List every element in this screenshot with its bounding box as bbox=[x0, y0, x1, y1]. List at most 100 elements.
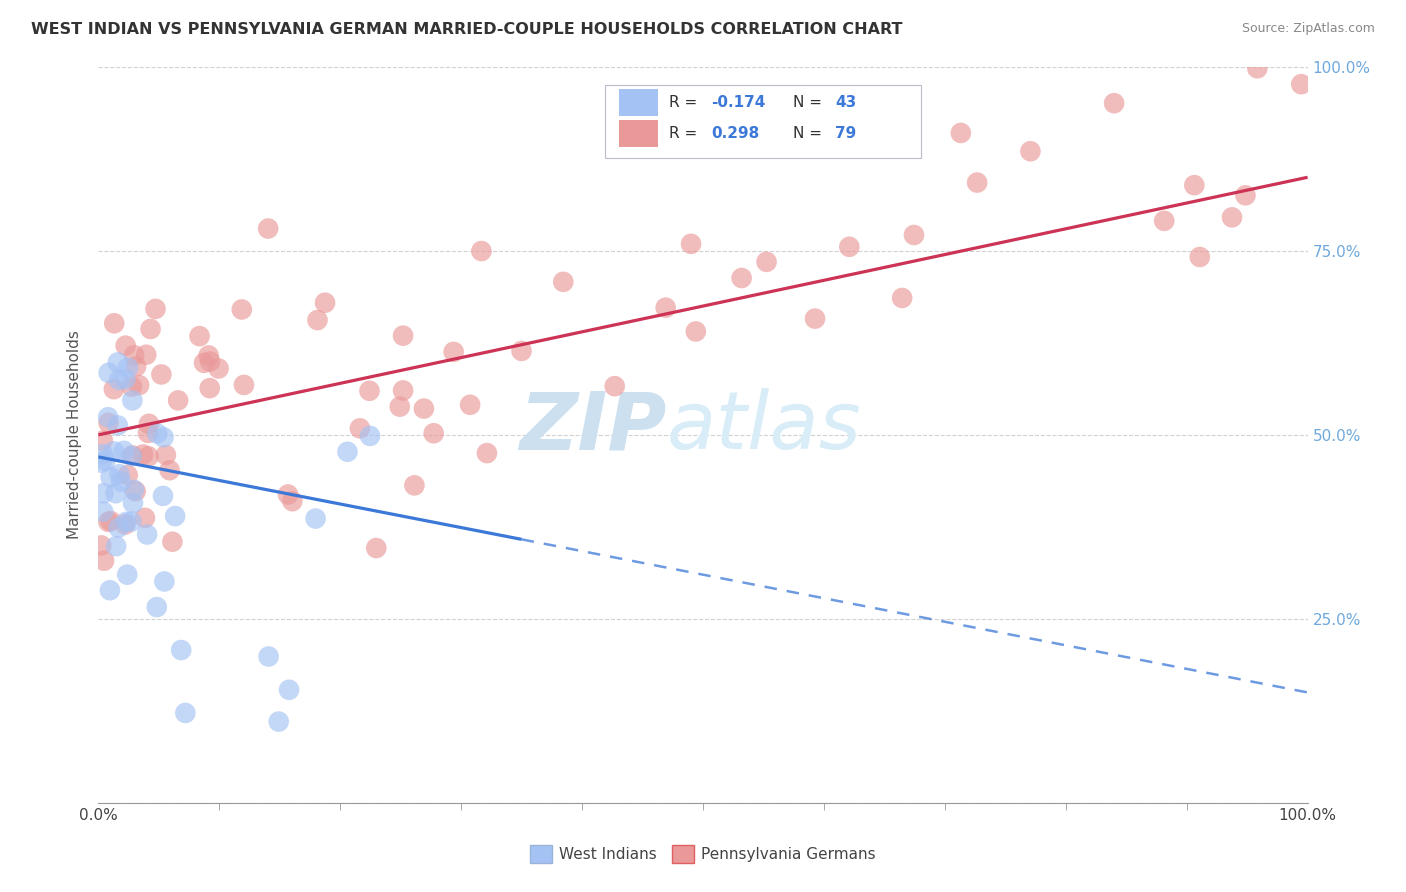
Point bbox=[155, 448, 177, 462]
Point bbox=[103, 382, 125, 396]
Point bbox=[136, 425, 159, 440]
Point bbox=[107, 521, 129, 535]
Legend: West Indians, Pennsylvania Germans: West Indians, Pennsylvania Germans bbox=[524, 838, 882, 869]
Point bbox=[388, 400, 411, 414]
Point bbox=[188, 329, 211, 343]
Point bbox=[336, 444, 359, 458]
Point bbox=[91, 505, 114, 519]
Point bbox=[903, 227, 925, 242]
Point bbox=[121, 449, 143, 463]
Point bbox=[114, 338, 136, 352]
Point bbox=[174, 706, 197, 720]
Point bbox=[193, 356, 215, 370]
Point bbox=[108, 373, 131, 387]
Point bbox=[231, 302, 253, 317]
Point bbox=[458, 398, 481, 412]
Point bbox=[314, 295, 336, 310]
Point bbox=[107, 355, 129, 369]
Point bbox=[966, 176, 988, 190]
Point bbox=[100, 470, 122, 484]
Point bbox=[654, 301, 676, 315]
Point bbox=[138, 417, 160, 431]
Point bbox=[121, 380, 143, 394]
Point bbox=[122, 496, 145, 510]
Point bbox=[152, 489, 174, 503]
Text: 0.298: 0.298 bbox=[711, 127, 759, 141]
Point bbox=[359, 429, 381, 443]
Point bbox=[103, 316, 125, 330]
Point bbox=[307, 313, 329, 327]
Point bbox=[122, 348, 145, 362]
Point bbox=[1153, 214, 1175, 228]
Point bbox=[392, 328, 415, 343]
Point bbox=[804, 311, 827, 326]
Point bbox=[1102, 96, 1125, 111]
Point bbox=[233, 378, 256, 392]
Point bbox=[730, 271, 752, 285]
Point bbox=[90, 538, 112, 552]
Point bbox=[114, 517, 136, 532]
Point bbox=[267, 714, 290, 729]
Point bbox=[134, 511, 156, 525]
Point bbox=[165, 509, 187, 524]
Point bbox=[150, 368, 173, 382]
Point bbox=[197, 349, 219, 363]
Point bbox=[838, 240, 860, 254]
Point bbox=[278, 682, 301, 697]
Point bbox=[139, 322, 162, 336]
Point bbox=[1188, 250, 1211, 264]
Point bbox=[891, 291, 914, 305]
Point bbox=[121, 393, 143, 408]
Point bbox=[152, 430, 174, 444]
Text: Source: ZipAtlas.com: Source: ZipAtlas.com bbox=[1241, 22, 1375, 36]
Point bbox=[475, 446, 498, 460]
Point bbox=[98, 583, 121, 598]
Point bbox=[257, 649, 280, 664]
Point bbox=[132, 448, 155, 462]
Point bbox=[1182, 178, 1205, 193]
Text: R =: R = bbox=[669, 95, 703, 110]
Point bbox=[108, 467, 131, 482]
Point bbox=[159, 463, 181, 477]
Point bbox=[412, 401, 434, 416]
Point bbox=[170, 643, 193, 657]
Text: 79: 79 bbox=[835, 127, 856, 141]
Point bbox=[103, 444, 125, 458]
Point bbox=[97, 366, 120, 380]
Point bbox=[91, 434, 114, 448]
Point bbox=[510, 343, 533, 358]
Point bbox=[685, 325, 707, 339]
Point bbox=[422, 426, 444, 441]
Point bbox=[277, 487, 299, 501]
Point bbox=[93, 554, 115, 568]
Point bbox=[122, 483, 145, 497]
Point bbox=[949, 126, 972, 140]
Point bbox=[1019, 145, 1042, 159]
Point bbox=[146, 426, 169, 441]
Point bbox=[117, 468, 139, 483]
Point bbox=[117, 360, 139, 375]
Point bbox=[112, 443, 135, 458]
Point bbox=[105, 539, 128, 553]
Point bbox=[104, 486, 127, 500]
Point bbox=[304, 511, 326, 525]
Point bbox=[107, 418, 129, 433]
Point bbox=[97, 416, 120, 430]
Point bbox=[110, 475, 132, 489]
Point bbox=[115, 515, 138, 529]
Text: WEST INDIAN VS PENNSYLVANIA GERMAN MARRIED-COUPLE HOUSEHOLDS CORRELATION CHART: WEST INDIAN VS PENNSYLVANIA GERMAN MARRI… bbox=[31, 22, 903, 37]
Point bbox=[90, 456, 112, 470]
Text: N =: N = bbox=[793, 127, 827, 141]
Point bbox=[404, 478, 426, 492]
Point bbox=[443, 344, 465, 359]
Point bbox=[100, 514, 122, 528]
Point bbox=[93, 486, 115, 500]
Point bbox=[91, 447, 114, 461]
Point bbox=[392, 384, 415, 398]
Point bbox=[167, 393, 190, 408]
Point bbox=[207, 361, 229, 376]
Point bbox=[1246, 62, 1268, 76]
Point bbox=[349, 421, 371, 435]
Point bbox=[198, 354, 221, 368]
Point bbox=[97, 515, 120, 529]
